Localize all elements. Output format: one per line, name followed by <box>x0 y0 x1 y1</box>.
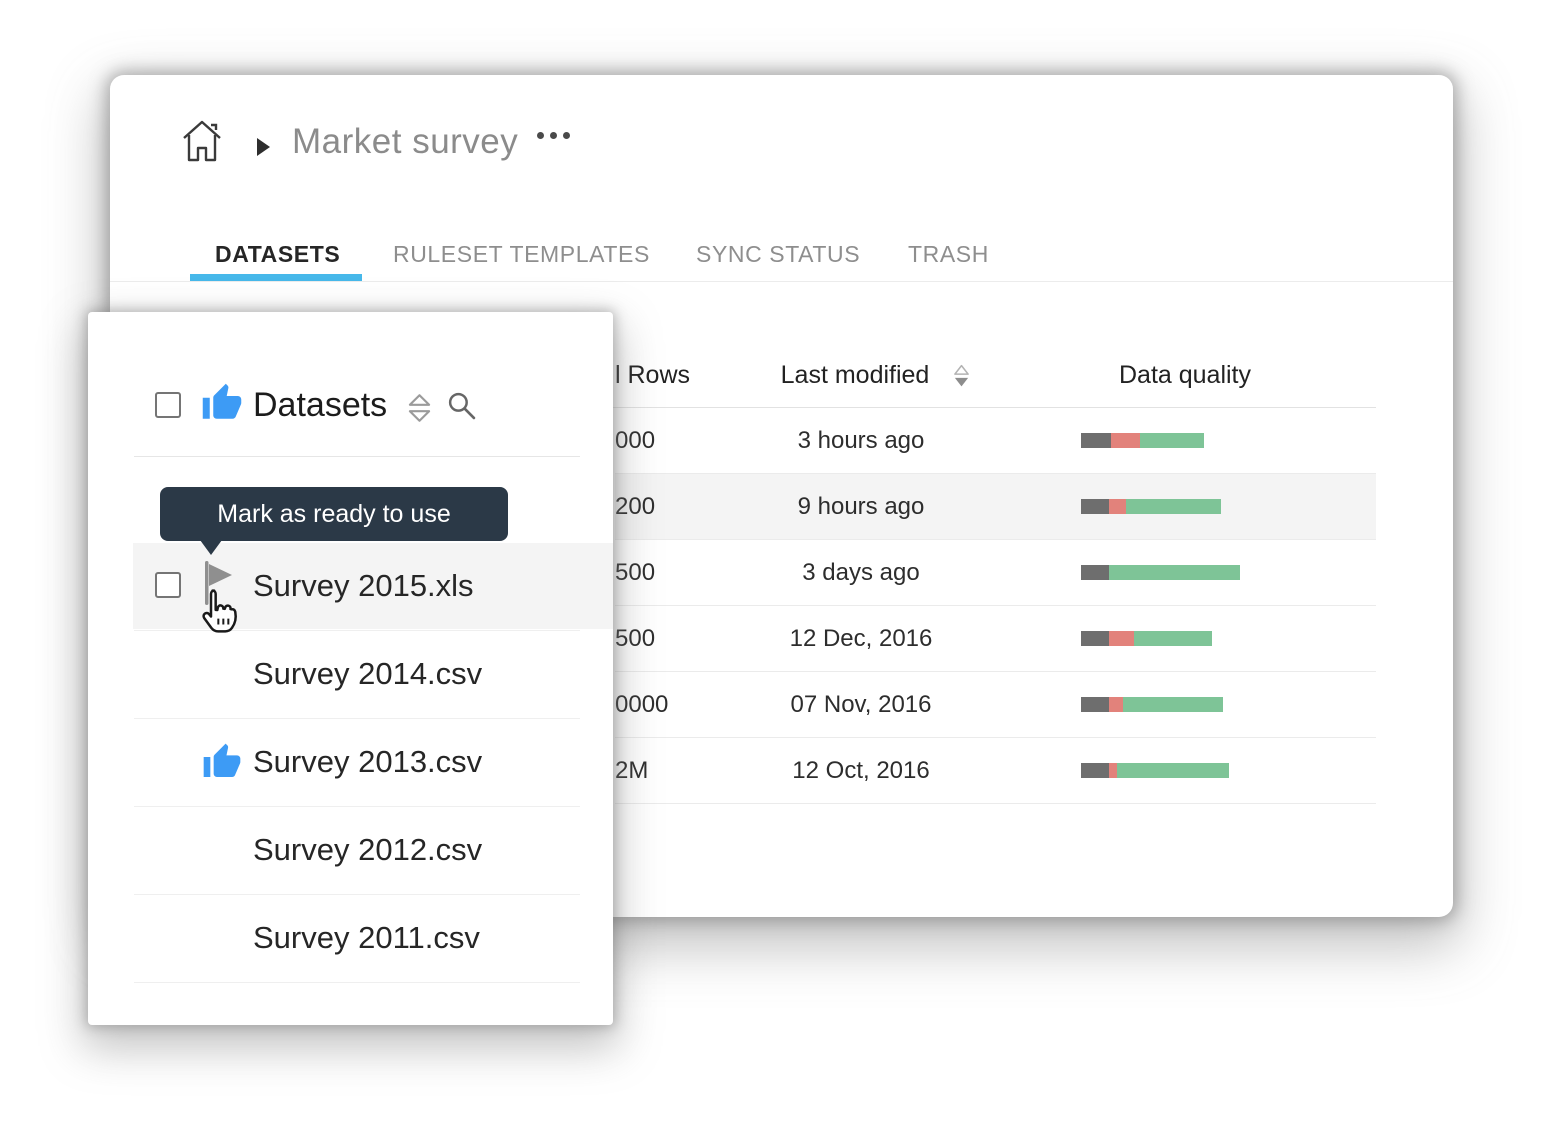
list-item[interactable]: Survey 2011.csv <box>88 895 613 983</box>
tab-bar-divider <box>110 281 1453 282</box>
table-row[interactable]: 000 3 hours ago <box>615 408 1376 474</box>
thumbs-up-icon[interactable] <box>201 382 243 424</box>
dataset-name: Survey 2013.csv <box>253 744 483 779</box>
table-header-divider <box>570 407 1376 408</box>
table-row[interactable]: 200 9 hours ago <box>615 474 1376 540</box>
tooltip-tail <box>200 540 222 555</box>
list-item[interactable]: Survey 2014.csv <box>88 631 613 719</box>
thumbs-up-icon <box>203 743 241 777</box>
dataset-name: Survey 2011.csv <box>253 920 480 955</box>
dataset-name: Survey 2015.xls <box>253 568 474 603</box>
column-header-last-modified[interactable]: Last modified <box>780 361 930 389</box>
quality-dark-segment <box>1081 763 1109 778</box>
active-tab-underline <box>190 274 362 281</box>
column-header-rows: l Rows <box>615 361 691 389</box>
list-item[interactable]: Survey 2012.csv <box>88 807 613 895</box>
column-header-data-quality: Data quality <box>1118 361 1252 389</box>
select-all-checkbox[interactable] <box>155 392 181 418</box>
data-quality-bar <box>1081 631 1293 646</box>
more-options-icon[interactable] <box>537 132 570 139</box>
table-row[interactable]: 2M 12 Oct, 2016 <box>615 738 1376 804</box>
table-body: 000 3 hours ago 200 9 hours ago 500 3 days ag… <box>615 408 1376 804</box>
list-item[interactable]: Survey 2015.xls <box>88 543 613 633</box>
last-modified-cell: 3 days ago <box>802 559 920 586</box>
dataset-list: Survey 2015.xls Survey 2014.csv Survey 201… <box>88 543 613 983</box>
tab-trash[interactable]: TRASH <box>908 241 989 267</box>
tab-datasets[interactable]: DATASETS <box>215 241 341 267</box>
quality-dark-segment <box>1081 433 1111 448</box>
last-modified-cell: 07 Nov, 2016 <box>790 691 932 718</box>
dataset-name: Survey 2012.csv <box>253 832 483 867</box>
sort-toggle-icon[interactable] <box>406 392 433 424</box>
panel-title: Datasets <box>253 386 388 424</box>
table-row[interactable]: 0000 07 Nov, 2016 <box>615 672 1376 738</box>
rows-count-cell: 200 <box>615 493 656 520</box>
last-modified-cell: 9 hours ago <box>797 493 925 520</box>
rows-count-cell: 0000 <box>615 691 669 718</box>
quality-green-segment <box>1081 565 1240 580</box>
quality-dark-segment <box>1081 499 1109 514</box>
list-item[interactable]: Survey 2013.csv <box>88 719 613 807</box>
breadcrumb-caret-icon <box>257 138 270 156</box>
last-modified-cell: 12 Dec, 2016 <box>789 625 933 652</box>
tooltip: Mark as ready to use <box>160 487 508 541</box>
table-row[interactable]: 500 12 Dec, 2016 <box>615 606 1376 672</box>
rows-count-cell: 500 <box>615 625 656 652</box>
dataset-name: Survey 2014.csv <box>253 656 483 691</box>
search-icon[interactable] <box>446 390 477 421</box>
rows-count-cell: 500 <box>615 559 656 586</box>
hand-cursor-icon <box>202 589 237 633</box>
data-quality-bar <box>1081 763 1293 778</box>
rows-count-cell: 2M <box>615 757 649 784</box>
panel-header-divider <box>134 456 580 457</box>
data-quality-bar <box>1081 697 1293 712</box>
tab-sync-status[interactable]: SYNC STATUS <box>696 241 861 267</box>
last-modified-cell: 3 hours ago <box>797 427 925 454</box>
row-checkbox[interactable] <box>155 572 181 598</box>
breadcrumb-title: Market survey <box>292 122 519 161</box>
tab-ruleset-templates[interactable]: RULESET TEMPLATES <box>393 241 650 267</box>
quality-green-segment <box>1081 763 1230 778</box>
datasets-panel: Datasets Mark as ready to use Survey 201… <box>88 312 613 1025</box>
table-row[interactable]: 500 3 days ago <box>615 540 1376 606</box>
quality-dark-segment <box>1081 565 1109 580</box>
sort-icon[interactable] <box>953 363 970 390</box>
quality-dark-segment <box>1081 697 1109 712</box>
rows-count-cell: 000 <box>615 427 656 454</box>
flag-icon[interactable] <box>200 559 236 607</box>
last-modified-cell: 12 Oct, 2016 <box>792 757 930 784</box>
home-icon[interactable] <box>179 116 225 166</box>
data-quality-bar <box>1081 433 1293 448</box>
quality-dark-segment <box>1081 631 1109 646</box>
data-quality-bar <box>1081 565 1293 580</box>
data-quality-bar <box>1081 499 1293 514</box>
